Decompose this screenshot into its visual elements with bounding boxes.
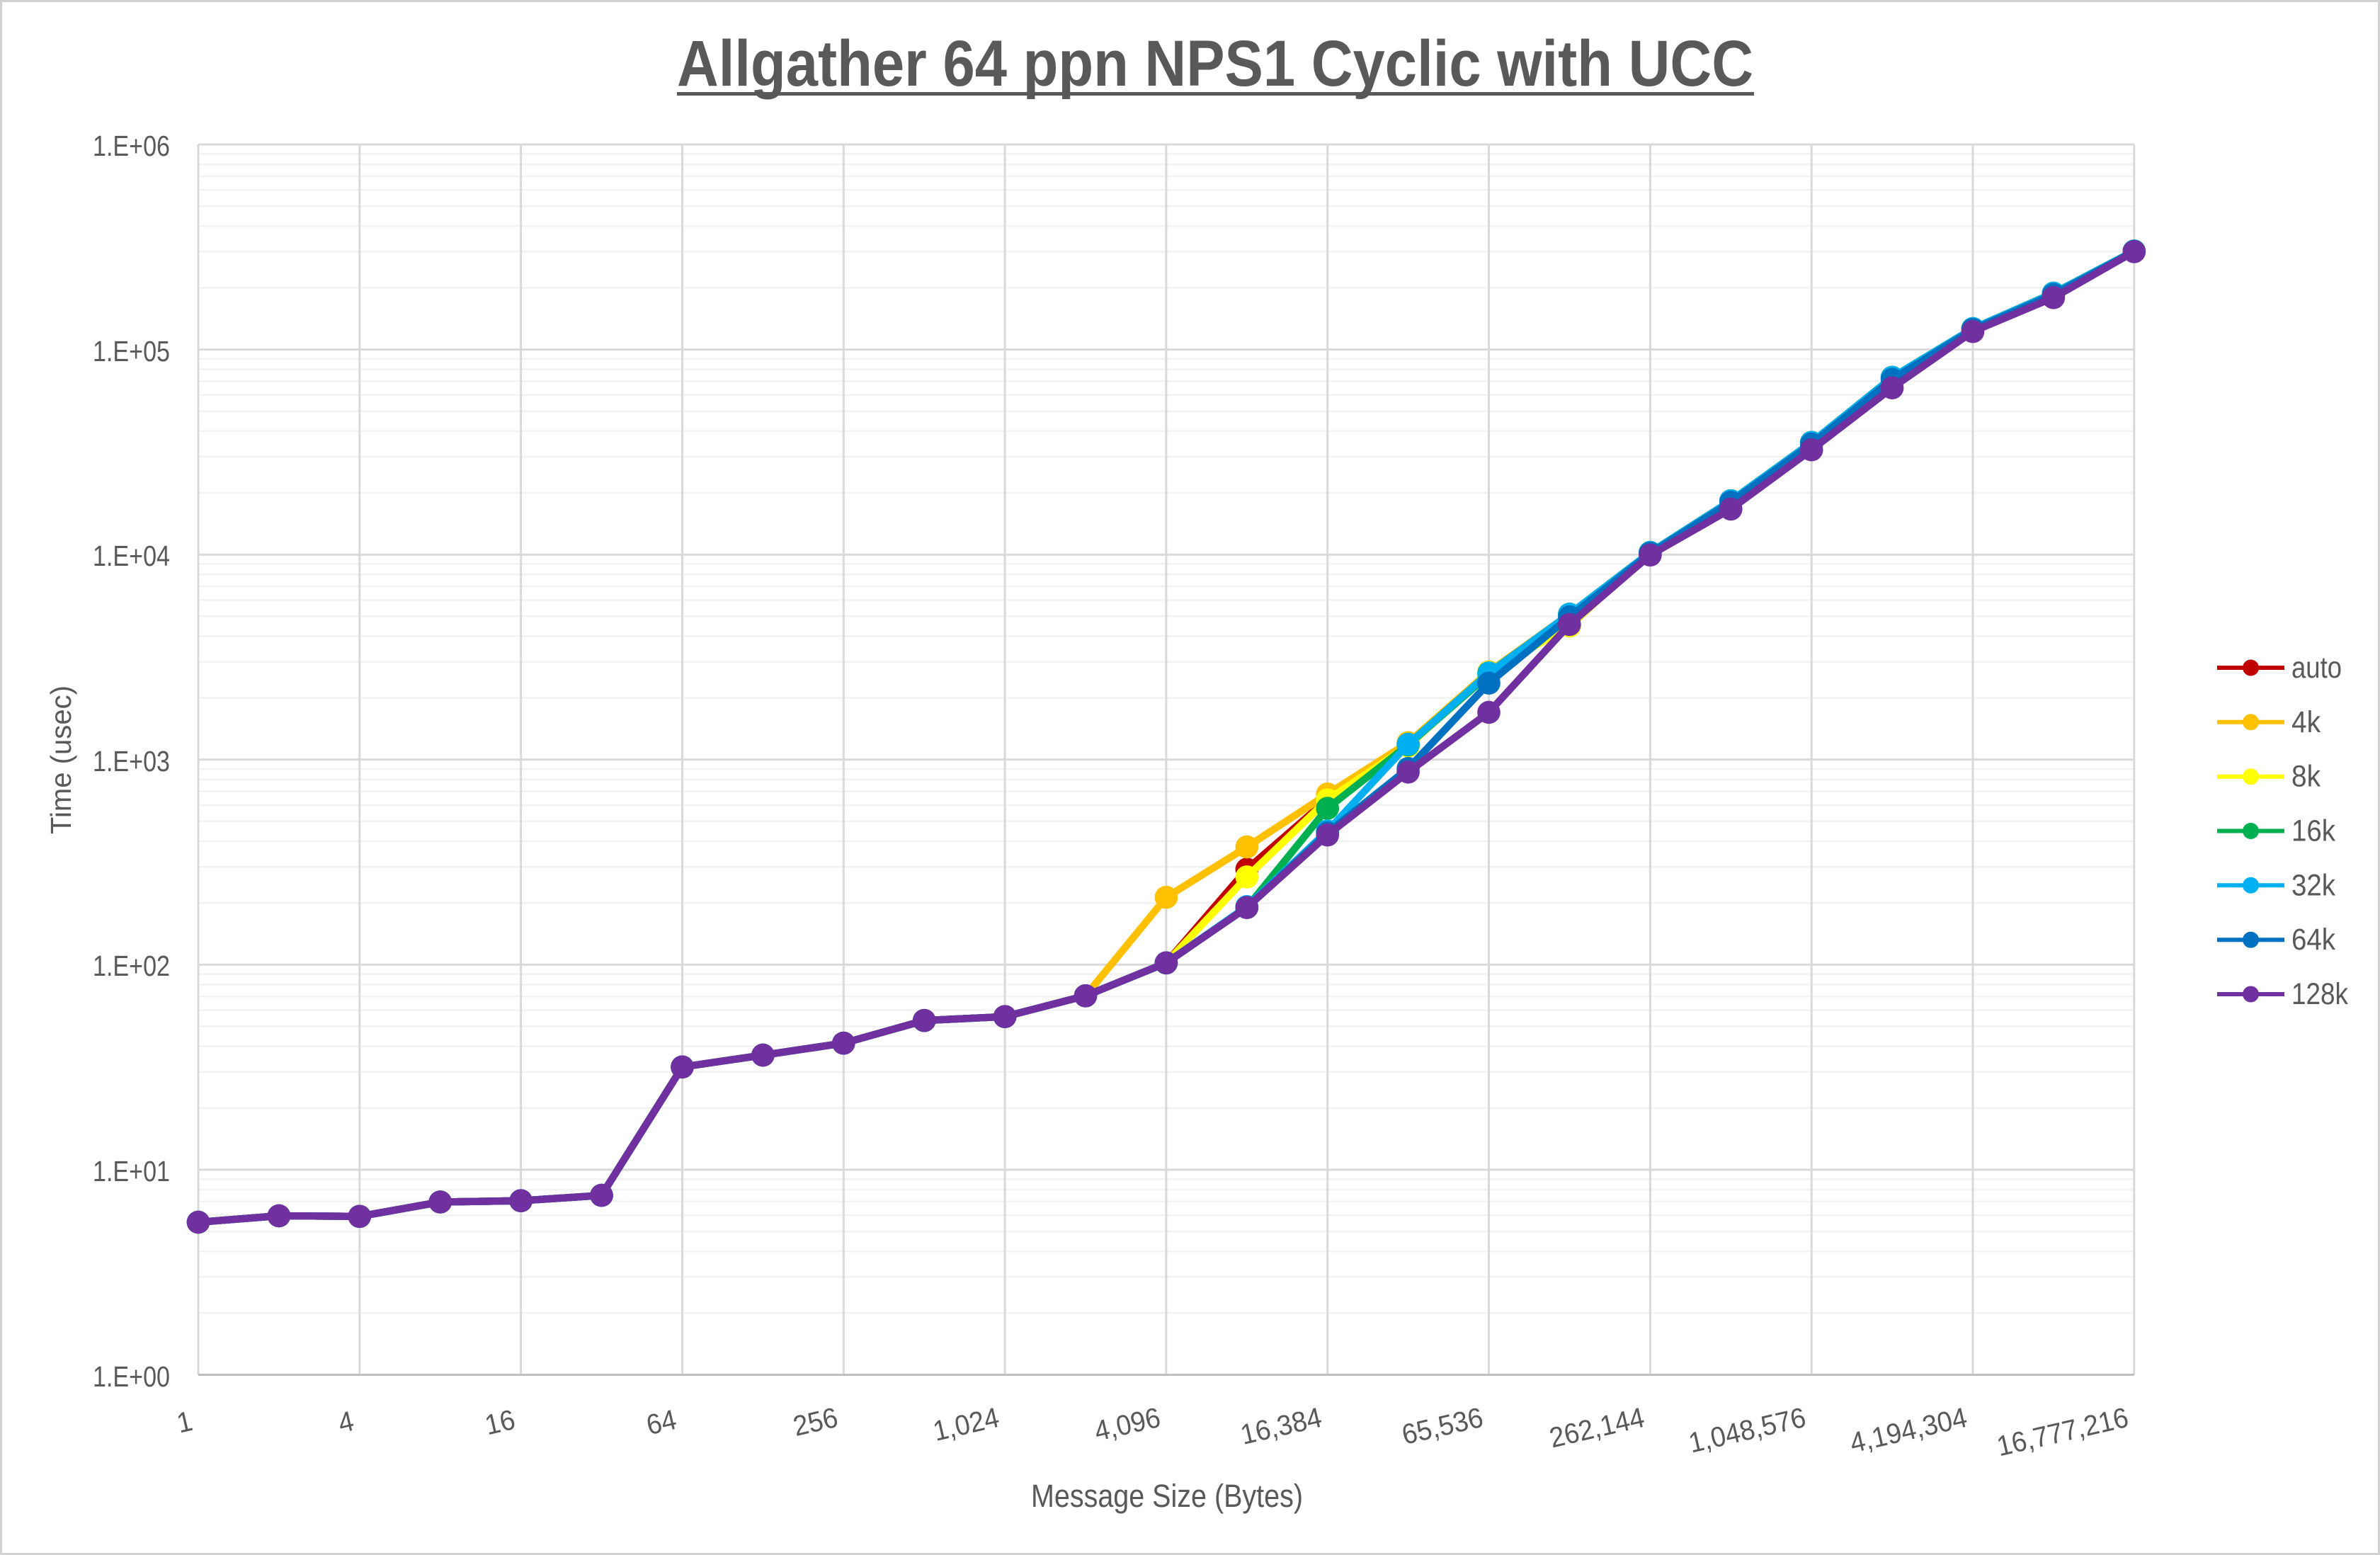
svg-text:16k: 16k [2291,814,2335,848]
svg-text:Time (usec): Time (usec) [45,685,77,834]
svg-text:16: 16 [482,1404,518,1441]
svg-text:Message Size (Bytes): Message Size (Bytes) [1031,1478,1303,1514]
svg-text:64: 64 [644,1404,680,1441]
svg-text:1.E+01: 1.E+01 [93,1155,170,1187]
svg-text:1.E+00: 1.E+00 [93,1360,170,1393]
svg-text:128k: 128k [2291,977,2348,1011]
svg-text:1.E+04: 1.E+04 [93,540,170,572]
svg-text:1.E+05: 1.E+05 [93,335,170,368]
svg-text:1.E+06: 1.E+06 [93,130,170,162]
svg-text:8k: 8k [2291,760,2321,794]
svg-text:32k: 32k [2291,868,2335,902]
svg-text:64k: 64k [2291,923,2335,957]
svg-text:auto: auto [2291,651,2342,685]
svg-text:4k: 4k [2291,705,2321,739]
svg-text:1.E+03: 1.E+03 [93,745,170,778]
svg-text:1.E+02: 1.E+02 [93,950,170,982]
svg-text:Allgather 64 ppn NPS1 Cyclic w: Allgather 64 ppn NPS1 Cyclic with UCC [677,28,1753,100]
